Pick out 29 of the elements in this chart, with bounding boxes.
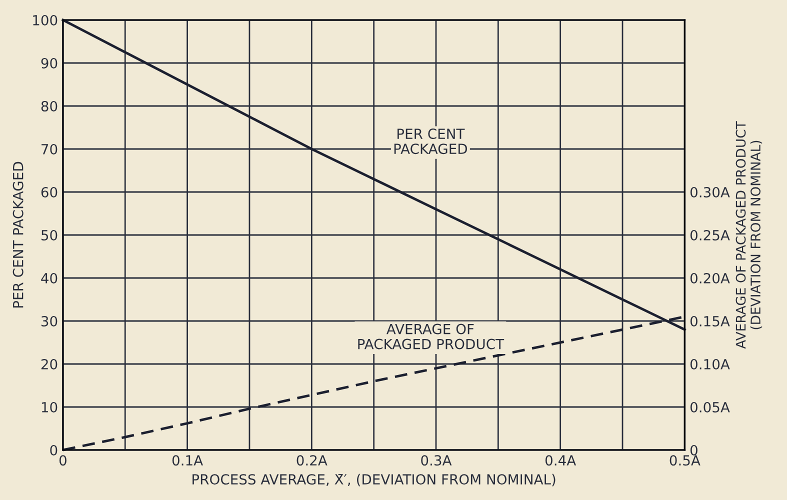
- x-tick-label: 0.2A: [296, 455, 328, 466]
- series-label: AVERAGE OF PACKAGED PRODUCT: [358, 324, 504, 350]
- y2-tick-label: 0.15A: [690, 316, 730, 326]
- x-tick-label: 0: [59, 455, 66, 466]
- y-tick-label: 40: [41, 272, 58, 284]
- y-tick-label: 30: [41, 316, 58, 326]
- y-tick-label: 50: [41, 230, 58, 240]
- x-tick-label: 0.1A: [172, 455, 203, 466]
- y2-tick-label: 0.10A: [690, 358, 730, 370]
- y2-tick-label: 0.25A: [690, 230, 730, 240]
- x-tick-label: 0.5A: [670, 455, 700, 466]
- y-tick-label: 60: [41, 186, 58, 198]
- y2-axis-title: AVERAGE OF PACKAGED PRODUCT (DEVIATION FROM NOMINAL): [736, 121, 762, 349]
- y-tick-label: 20: [41, 358, 58, 370]
- y-tick-label: 80: [41, 100, 58, 112]
- y-tick-label: 10: [42, 402, 58, 412]
- y-tick-label: 90: [41, 58, 58, 68]
- x-tick-label: 0.4A: [545, 455, 576, 466]
- y2-tick-label: 0.20A: [690, 272, 730, 284]
- y2-tick-label: 0.05A: [690, 402, 730, 412]
- y-tick-label: 70: [42, 144, 58, 154]
- y2-tick-label: 0: [690, 444, 698, 456]
- y2-tick-label: 0.30A: [690, 186, 730, 198]
- y-axis-title: PER CENT PACKAGED: [12, 162, 24, 308]
- y-tick-label: 0: [50, 444, 58, 456]
- y-tick-label: 100: [33, 14, 58, 26]
- x-tick-label: 0.3A: [421, 455, 452, 466]
- text: PER CENT PACKAGED: [394, 128, 468, 154]
- x-axis-title: PROCESS AVERAGE, X̄′, (DEVIATION FROM NOMINAL): [192, 474, 556, 486]
